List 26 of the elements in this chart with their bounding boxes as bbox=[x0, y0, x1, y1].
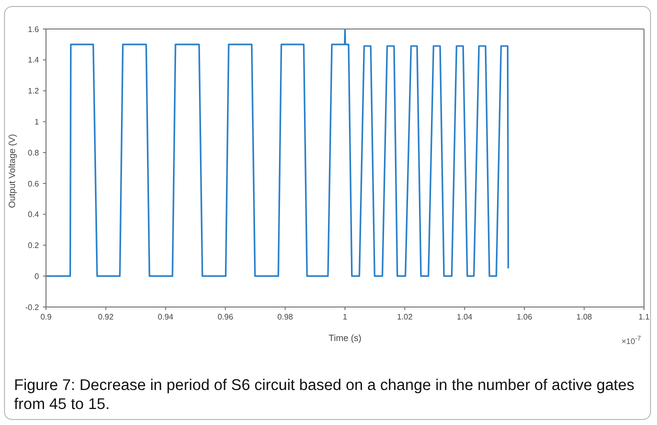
y-tick-label: 0.4 bbox=[28, 210, 40, 220]
x-tick-label: 0.96 bbox=[218, 312, 234, 322]
y-tick-label: -0.2 bbox=[25, 302, 40, 312]
x-tick-label: 1.06 bbox=[516, 312, 533, 322]
y-tick-label: 0.2 bbox=[28, 241, 40, 250]
y-axis-title: Output Voltage (V) bbox=[7, 134, 18, 208]
x-tick-label: 0.9 bbox=[40, 312, 52, 322]
x-tick-label: 0.94 bbox=[158, 312, 174, 322]
text: ×10$^{-7}$ bbox=[622, 335, 641, 346]
x-tick-label: 0.98 bbox=[277, 312, 294, 322]
x-tick-label: 1.04 bbox=[456, 312, 473, 322]
y-tick-label: 1.4 bbox=[28, 56, 40, 65]
caption: Figure 7: Decrease in period of S6 circuit based on a change in the number of active gates from 45 to 15. bbox=[14, 377, 634, 413]
x-tick-label: 0.92 bbox=[98, 312, 114, 322]
y-tick-label: 1.6 bbox=[28, 24, 40, 34]
y-tick-label: 1 bbox=[34, 118, 40, 127]
x-tick-label: 1.08 bbox=[576, 312, 593, 322]
y-tick-label: 1.2 bbox=[28, 86, 40, 96]
line-series bbox=[46, 29, 510, 277]
y-tick-label: 0.8 bbox=[28, 148, 40, 158]
x-tick-label: 1.02 bbox=[397, 312, 414, 322]
x-tick-label: 1 bbox=[342, 312, 348, 322]
x-tick-label: 1.1 bbox=[638, 312, 650, 322]
y-tick-label: 0.6 bbox=[28, 179, 40, 188]
y-tick-label: 0 bbox=[34, 272, 40, 281]
x-axis-title: Time (s) bbox=[328, 333, 362, 343]
